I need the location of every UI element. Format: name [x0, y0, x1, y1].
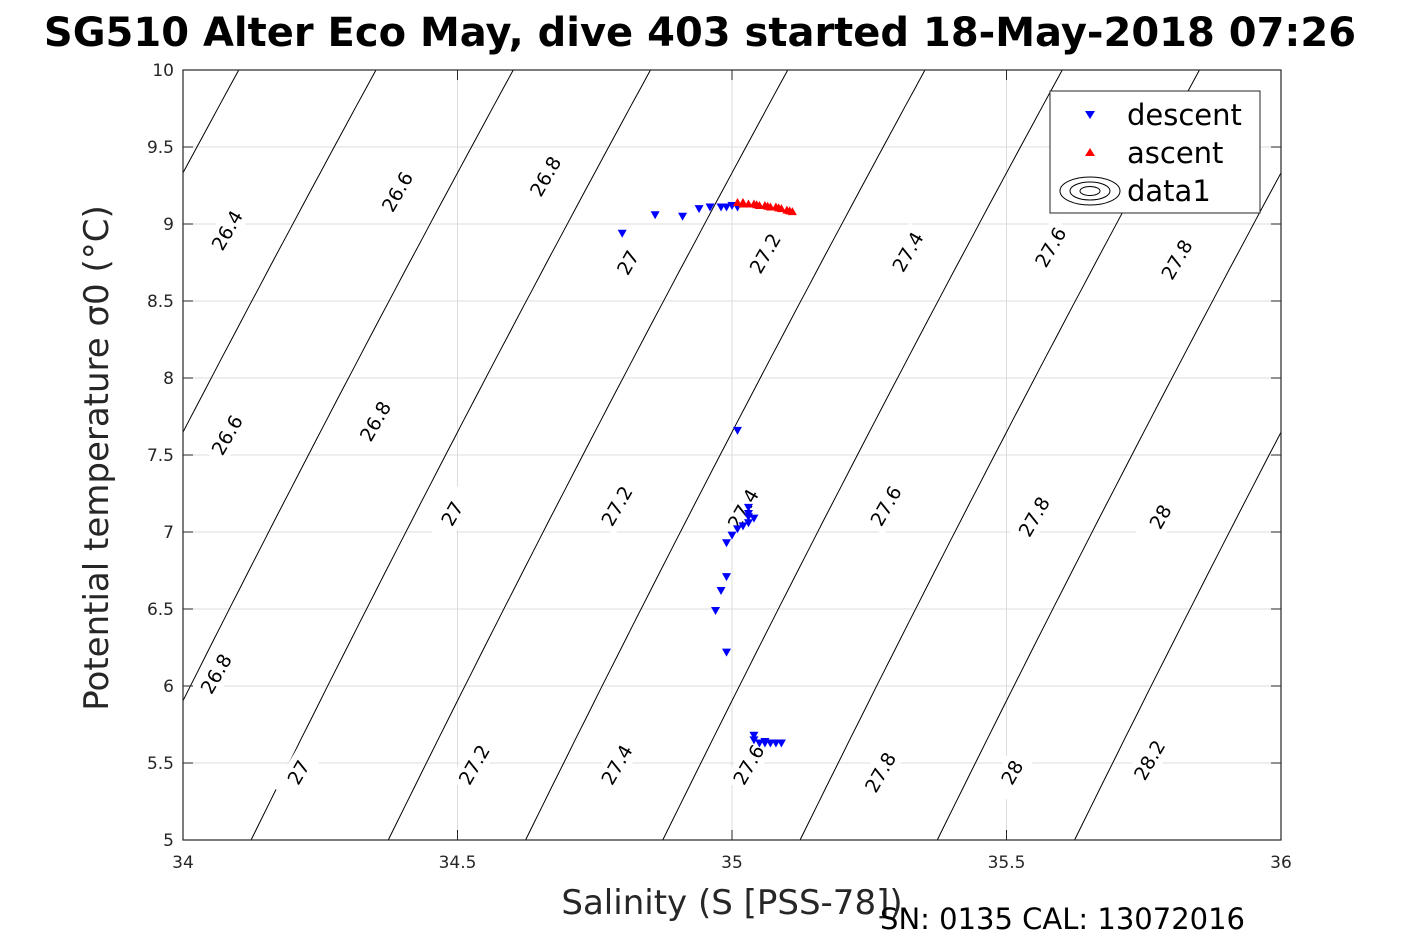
isopycnal-label-bg-2-0 — [521, 147, 570, 206]
isopycnal-label-bg-7-1 — [1009, 487, 1059, 546]
legend-descent-marker — [1085, 111, 1095, 119]
descent-point-16 — [732, 525, 742, 534]
descent-point-3 — [694, 205, 704, 214]
x-tick-label-0: 34 — [172, 853, 194, 873]
isopycnal-label-bg-8-0 — [1135, 487, 1185, 546]
descent-point-15 — [738, 522, 748, 531]
isopycnal-label-bg-4-1 — [592, 476, 641, 535]
legend-ascent-marker — [1085, 148, 1095, 156]
descent-point-23 — [749, 731, 759, 740]
chart-title: SG510 Alter Eco May, dive 403 started 18… — [44, 10, 1356, 56]
descent-point-1 — [650, 211, 660, 220]
isopycnal-label-bg-4-0 — [740, 224, 790, 283]
y-tick-label-7: 8.5 — [147, 292, 174, 312]
y-tick-label-0: 5 — [163, 831, 174, 851]
descent-point-9 — [732, 426, 742, 435]
descent-point-14 — [743, 519, 753, 528]
legend-ascent-label: ascent — [1127, 136, 1223, 170]
isopycnal-line-9 — [1074, 431, 1281, 840]
isopycnal-line-1 — [183, 70, 377, 434]
legend-descent-label: descent — [1127, 98, 1242, 132]
isopycnal-label-bg-6-2 — [724, 735, 773, 794]
x-tick-labels: 34 34.5 35 35.5 36 — [172, 853, 1292, 873]
isopycnal-line-8 — [936, 171, 1281, 840]
legend-data1-label: data1 — [1127, 174, 1211, 208]
descent-point-10 — [743, 503, 753, 512]
y-tick-label-10: 10 — [152, 61, 174, 81]
isopycnal-label-bg-8-1 — [987, 743, 1037, 802]
isopycnal-line-5 — [525, 70, 926, 840]
legend-box — [1049, 90, 1261, 214]
legend-data1-contour-icon — [1059, 176, 1121, 206]
isopycnal-label-bg-7-0 — [1152, 230, 1201, 289]
descent-point-21 — [711, 607, 721, 616]
isopycnal-line-3 — [250, 70, 652, 840]
isopycnal-label-bg-4-2 — [449, 735, 499, 794]
y-tick-label-9: 9.5 — [147, 138, 174, 158]
isopycnal-line-6 — [662, 70, 1063, 840]
ascent-point-13 — [763, 201, 773, 210]
axis-ticks — [182, 69, 1282, 841]
isopycnal-label-bg-2-1 — [350, 392, 400, 451]
y-tick-label-2: 6 — [163, 677, 174, 697]
descent-point-6 — [722, 203, 732, 212]
descent-point-24 — [749, 736, 759, 745]
data-points — [617, 197, 797, 748]
isopycnal-label-bg-6-1 — [861, 476, 910, 535]
x-tick-label-2: 35 — [721, 853, 743, 873]
x-tick-label-1: 34.5 — [439, 853, 477, 873]
ascent-point-15 — [785, 206, 795, 215]
descent-point-17 — [727, 531, 737, 540]
y-tick-label-6: 8 — [163, 369, 174, 389]
descent-point-18 — [722, 539, 732, 548]
isopycnal-label-bg-3-2 — [274, 743, 323, 802]
descent-point-30 — [760, 737, 770, 746]
descent-point-20 — [716, 587, 726, 596]
isopycnal-line-4 — [387, 70, 789, 840]
descent-point-2 — [678, 212, 688, 221]
y-tick-labels: 5 5.5 6 6.5 7 7.5 8 8.5 9 9.5 10 — [147, 61, 174, 851]
y-tick-label-4: 7 — [163, 523, 174, 543]
descent-point-13 — [749, 514, 759, 523]
isopycnal-label-bg-3-0 — [603, 233, 652, 292]
isopycnal-label-bg-5-0 — [883, 222, 932, 281]
isopycnal-contours — [183, 70, 1281, 840]
y-tick-label-3: 6.5 — [147, 600, 174, 620]
y-tick-label-1: 5.5 — [147, 754, 174, 774]
descent-point-4 — [705, 203, 715, 212]
isopycnal-label-bg-7-2 — [855, 743, 905, 802]
y-tick-label-5: 7.5 — [147, 446, 174, 466]
footer-serial-calibration: SN: 0135 CAL: 13072016 — [880, 902, 1245, 936]
isopycnal-label-bg-0-0 — [202, 201, 252, 260]
ascent-point-11 — [738, 197, 748, 206]
isopycnal-label-bg-1-0 — [372, 162, 422, 221]
x-axis-label: Salinity (S [PSS-78]) — [561, 883, 902, 923]
isopycnal-label-bg-5-1 — [718, 479, 768, 538]
descent-point-19 — [722, 573, 732, 582]
y-axis-label: Potential temperature σ0 (°C) — [77, 205, 117, 711]
isopycnal-line-2 — [183, 70, 514, 702]
isopycnal-label-bg-2-2 — [191, 644, 241, 703]
descent-point-29 — [776, 739, 786, 748]
isopycnal-label-bg-6-0 — [1026, 218, 1075, 277]
isopycnal-label-bg-1-1 — [202, 405, 252, 464]
ascent-point-14 — [774, 203, 784, 212]
x-tick-label-3: 35.5 — [988, 853, 1026, 873]
legend: descent ascent data1 — [1049, 90, 1261, 214]
x-tick-label-4: 36 — [1270, 853, 1292, 873]
descent-point-0 — [617, 229, 627, 238]
y-tick-label-8: 9 — [163, 215, 174, 235]
isopycnal-label-bg-3-1 — [427, 484, 477, 543]
isopycnal-label-bg-9-0 — [1124, 730, 1174, 789]
isopycnal-label-bg-5-2 — [592, 735, 641, 794]
ascent-point-12 — [752, 200, 762, 209]
descent-point-22 — [722, 648, 732, 657]
